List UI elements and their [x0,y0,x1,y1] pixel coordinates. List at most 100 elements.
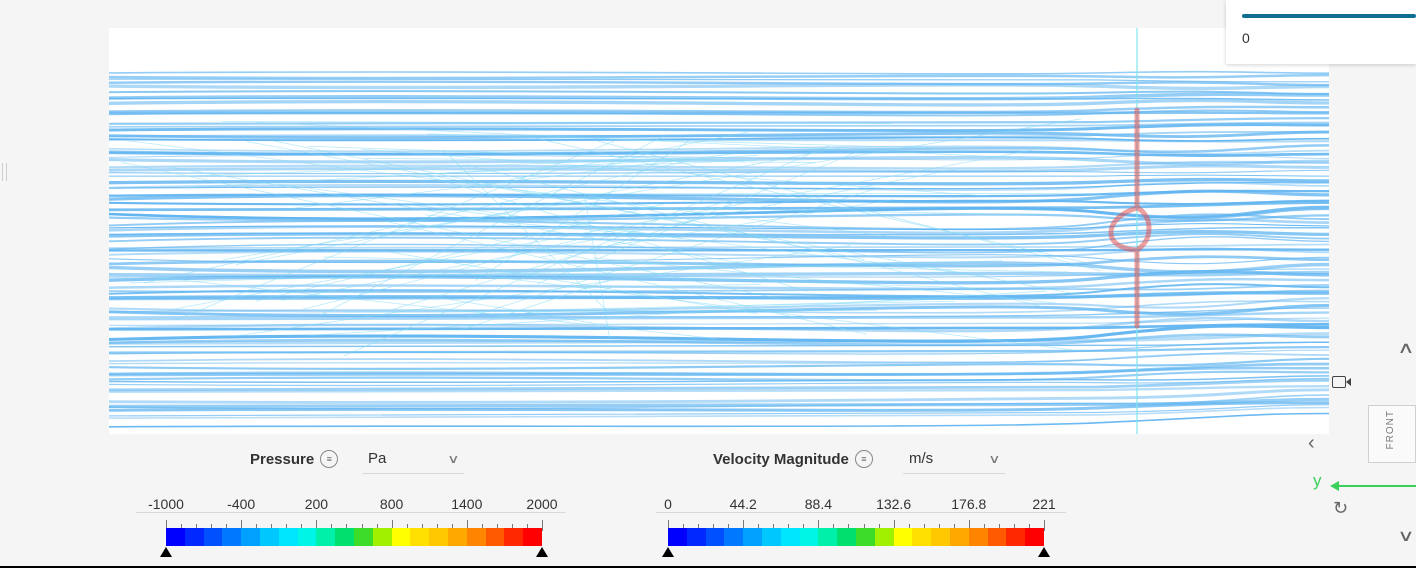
chevron-down-icon[interactable]: ∨ [1397,528,1415,545]
tick-label: 221 [1032,496,1056,512]
streamline [465,164,1046,308]
streamline [109,70,1329,75]
streamline [475,140,690,281]
color-swatch [874,528,894,546]
color-swatch [987,528,1007,546]
pressure-max-handle[interactable] [536,547,548,557]
streamline [255,201,671,302]
streamline [109,379,1329,392]
streamline [307,290,1047,336]
scale-mark [968,520,970,531]
scale-mark [511,524,513,531]
streamline [109,177,1329,186]
streamline [109,130,1329,140]
geometry-outline [1108,107,1152,329]
color-swatch [391,528,411,546]
chevron-up-icon[interactable]: ∧ [1397,340,1415,357]
color-swatch [893,528,913,546]
pressure-label: Pressure [250,450,315,468]
front-face-label: FRONT [1385,410,1396,450]
streamline [109,357,1329,370]
streamline [427,133,937,149]
scale-mark [331,524,333,531]
scale-mark [698,524,700,531]
streamline [109,123,1329,132]
divider [0,566,1416,568]
scale-mark [271,524,273,531]
streamline [109,324,1329,343]
color-swatch [780,528,800,546]
streamline [109,401,1329,412]
streamline [109,243,1329,250]
scale-mark [496,524,498,531]
streamline [109,83,1329,91]
streamline [443,149,611,315]
scale-mark [542,520,543,531]
streamline [109,98,1329,107]
pressure-unit-select[interactable]: Pa ∨ [362,444,464,474]
tick-label: 200 [304,496,329,512]
streamline [281,167,961,301]
menu-circle-icon[interactable]: ≡ [320,450,339,468]
streamline [109,223,1329,231]
streamline [598,286,612,293]
color-swatch [504,528,524,546]
scale-mark [728,524,730,531]
velocity-unit-select[interactable]: m/s ∨ [903,444,1005,474]
color-swatch [241,528,260,546]
streamline [461,277,617,331]
streamline [109,375,1329,384]
legend-title: Pressure ≡ [250,444,339,474]
scale-mark [421,524,423,531]
streamline [272,140,865,260]
streamline [343,145,830,357]
scale-mark [1028,524,1030,531]
streamline [109,218,1329,235]
pressure-unit-value: Pa [368,450,387,467]
tick-label: 44.2 [729,496,757,512]
scale-mark [226,524,228,531]
color-swatch [818,528,838,546]
streamline [109,247,1329,259]
color-swatch [523,528,542,546]
velocity-max-handle[interactable] [1038,547,1050,557]
panel-resize-handle[interactable] [2,163,7,181]
velocity-min-handle[interactable] [662,547,674,557]
streamline [109,73,1329,80]
color-swatch [316,528,336,546]
color-swatch [931,528,950,546]
chevron-left-icon[interactable]: ‹ [1308,432,1315,454]
color-swatch [1006,528,1026,546]
streamline [109,150,1329,157]
rotate-reset-icon[interactable]: ↻ [1333,498,1349,518]
streamline [109,236,1329,254]
scale-mark [878,524,880,531]
streamline [222,118,1082,261]
streamline [583,192,611,340]
view-cube[interactable]: FRONT [1368,405,1416,463]
time-slider-value: 0 [1242,30,1250,46]
divider [656,512,1066,513]
color-swatch [410,528,430,546]
streamline [109,155,1329,166]
time-slider[interactable] [1242,14,1416,18]
menu-circle-icon[interactable]: ≡ [854,450,873,468]
streamline [109,160,1329,170]
streamline [597,140,1101,272]
scale-mark [436,524,438,531]
streamline [445,159,757,174]
scale-mark [466,520,468,531]
streamline [385,220,867,335]
streamline [109,397,1329,409]
streamline [506,300,956,311]
streamline [109,269,1329,285]
color-swatch [1025,528,1044,546]
streamline [308,145,745,162]
streamline [494,271,978,289]
streamline [344,310,877,313]
pressure-min-handle[interactable] [160,547,172,557]
streamline [109,366,1329,376]
3d-viewport[interactable] [109,28,1329,434]
scale-mark [998,524,1000,531]
video-camera-icon[interactable] [1332,376,1351,388]
